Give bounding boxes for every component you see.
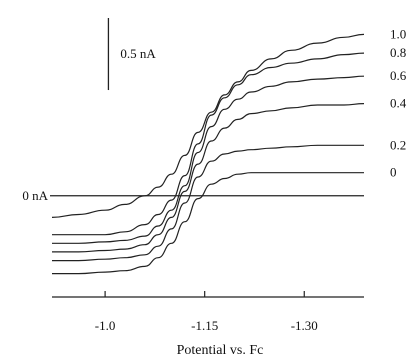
series-label-0-2: 0.2	[390, 137, 406, 152]
series-curve-0-2	[51, 144, 364, 262]
series-curve-0	[52, 172, 364, 275]
x-tick-label: -1.0	[95, 318, 116, 333]
zero-line-label: 0 nA	[22, 188, 48, 203]
x-tick-label: -1.30	[291, 318, 318, 333]
x-ticks-group: -1.0 -1.15 -1.30	[95, 291, 318, 333]
series-curve-0-4	[52, 103, 365, 253]
scale-bar-label: 0.5 nA	[120, 46, 156, 61]
curves-group	[51, 33, 365, 275]
series-label-1-0: 1.0	[390, 26, 406, 41]
series-label-0-8: 0.8	[390, 45, 406, 60]
series-label-0: 0	[390, 165, 397, 180]
series-curve-1-0	[51, 33, 365, 218]
series-label-0-6: 0.6	[390, 68, 407, 83]
series-curve-0-6	[51, 75, 365, 244]
series-curve-0-8	[52, 52, 365, 236]
series-labels-group: 1.0 0.8 0.6 0.4 0.2 0	[390, 26, 407, 179]
series-label-0-4: 0.4	[390, 96, 407, 111]
x-tick-label: -1.15	[191, 318, 218, 333]
x-axis-label: Potential vs. Fc	[177, 343, 264, 358]
